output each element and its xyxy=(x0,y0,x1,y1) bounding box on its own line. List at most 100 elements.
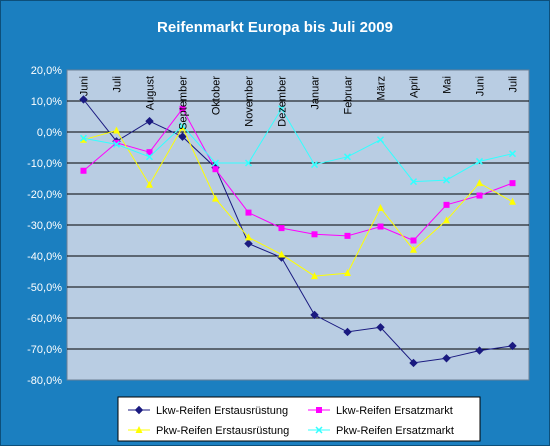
legend-label: Lkw-Reifen Ersatzmarkt xyxy=(336,405,453,417)
x-tick-label: März xyxy=(376,76,388,100)
data-point xyxy=(278,225,285,232)
x-tick-label: Juni xyxy=(475,76,487,96)
data-point xyxy=(79,134,88,142)
grid-lines xyxy=(67,100,529,350)
data-point xyxy=(344,269,351,277)
x-tick-label: Juni xyxy=(79,76,91,96)
data-point xyxy=(113,139,120,146)
data-point xyxy=(80,167,87,174)
y-tick-label: -80,0% xyxy=(27,375,62,387)
legend-box xyxy=(117,396,481,442)
data-point xyxy=(509,197,516,205)
data-point xyxy=(310,310,319,320)
x-tick-label: Juli xyxy=(112,76,124,93)
data-point xyxy=(145,116,154,126)
y-tick-label: 20,0% xyxy=(31,65,62,77)
x-tick-label: Oktober xyxy=(211,76,223,115)
data-point xyxy=(212,194,219,202)
series-3 xyxy=(80,123,516,280)
x-tick-label: Juli xyxy=(508,76,520,93)
x-tick-label: Mai xyxy=(442,76,454,94)
series-line xyxy=(83,126,513,277)
y-tick-label: -60,0% xyxy=(27,313,62,325)
data-point xyxy=(476,192,483,199)
legend-marker xyxy=(315,426,323,434)
data-point xyxy=(442,354,451,363)
data-point xyxy=(277,105,286,113)
data-point xyxy=(509,180,516,187)
x-tick-label: Dezember xyxy=(277,76,289,127)
data-point xyxy=(344,232,351,239)
y-tick-label: 10,0% xyxy=(31,96,62,108)
series-line xyxy=(83,99,513,364)
legend-marker xyxy=(316,407,322,413)
legend-item: Pkw-Reifen Ersatzmarkt xyxy=(308,425,454,437)
data-point xyxy=(376,323,385,332)
data-point xyxy=(443,216,450,224)
chart-title: Reifenmarkt Europa bis Juli 2009 xyxy=(157,19,393,36)
data-point xyxy=(212,166,219,173)
data-point xyxy=(178,132,187,141)
y-tick-label: -10,0% xyxy=(27,158,62,170)
data-point xyxy=(409,178,418,186)
data-point xyxy=(377,223,384,230)
data-point xyxy=(508,150,517,158)
data-point xyxy=(113,126,120,134)
data-point xyxy=(245,209,252,216)
data-point xyxy=(179,105,186,112)
legend-item: Lkw-Reifen Ersatzmarkt xyxy=(308,405,453,417)
data-point xyxy=(211,159,220,167)
x-axis-ticks: Juni Juli August September Oktober November De… xyxy=(79,76,520,130)
data-point xyxy=(376,136,385,144)
y-tick-label: -20,0% xyxy=(27,189,62,201)
y-axis-ticks: 20,0% 10,0% 0,0% -10,0% -20,0% -30,0% -40,0% -5… xyxy=(27,65,62,387)
data-point xyxy=(476,179,483,187)
series-4 xyxy=(79,105,517,186)
data-point xyxy=(311,231,318,238)
data-point xyxy=(145,153,154,161)
data-point xyxy=(245,233,252,241)
y-tick-label: -30,0% xyxy=(27,220,62,232)
data-point xyxy=(244,159,253,167)
legend-item: Pkw-Reifen Erstausrüstung xyxy=(128,425,289,437)
data-point xyxy=(508,341,517,351)
data-point xyxy=(377,203,384,211)
data-point xyxy=(343,153,352,161)
x-tick-label: November xyxy=(244,76,256,127)
data-point xyxy=(475,157,484,165)
y-tick-label: -50,0% xyxy=(27,282,62,294)
x-tick-label: Januar xyxy=(310,76,322,110)
data-point xyxy=(112,140,121,148)
legend-label: Pkw-Reifen Erstausrüstung xyxy=(156,425,289,437)
x-tick-label: Februar xyxy=(343,76,355,115)
legend-marker xyxy=(134,405,144,415)
data-point xyxy=(244,239,253,248)
data-point xyxy=(311,272,318,280)
y-tick-label: -40,0% xyxy=(27,251,62,263)
x-tick-label: August xyxy=(145,76,157,110)
x-tick-label: April xyxy=(409,76,421,98)
data-point xyxy=(146,149,153,156)
data-point xyxy=(410,237,417,244)
legend-marker xyxy=(135,426,143,433)
data-point xyxy=(442,176,451,184)
legend-item: Lkw-Reifen Erstausrüstung xyxy=(128,405,288,417)
legend: Lkw-Reifen Erstausrüstung Lkw-Reifen Ersa… xyxy=(117,396,481,442)
series-layer xyxy=(79,95,517,368)
data-point xyxy=(343,327,352,337)
data-point xyxy=(79,95,88,104)
data-point xyxy=(410,245,417,253)
legend-label: Pkw-Reifen Ersatzmarkt xyxy=(336,425,454,437)
series-line xyxy=(83,107,513,242)
series-line xyxy=(83,107,513,183)
x-tick-label: September xyxy=(178,76,190,130)
data-point xyxy=(443,201,450,208)
data-point xyxy=(475,346,484,355)
y-tick-label: 0,0% xyxy=(37,127,62,139)
data-point xyxy=(146,180,153,188)
data-point xyxy=(278,250,285,258)
series-2 xyxy=(80,105,516,244)
y-tick-label: -70,0% xyxy=(27,344,62,356)
data-point xyxy=(409,358,418,368)
